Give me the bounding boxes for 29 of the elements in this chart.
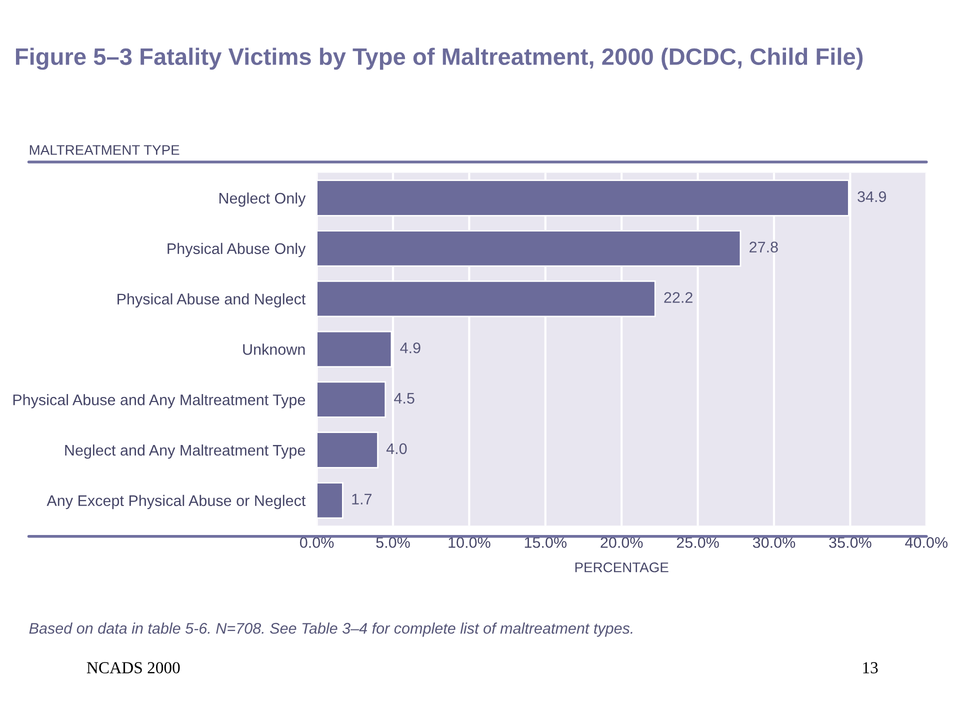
y-tick-label: Physical Abuse Only — [168, 242, 306, 258]
x-tick-label: 0.0% — [300, 537, 334, 548]
x-tick-label: 25.0% — [676, 537, 719, 548]
y-tick-label: Physical Abuse and Any Maltreatment Type — [13, 394, 306, 408]
y-tick-label: Neglect and Any Maltreatment Type — [65, 444, 306, 459]
x-tick-label: 10.0% — [448, 537, 490, 548]
y-tick-label: Any Except Physical Abuse or Neglect — [46, 494, 306, 510]
x-tick-label: 30.0% — [752, 537, 796, 548]
data-label: 4.9 — [400, 342, 420, 354]
chart-title: Figure 5–3 Fatality Victims by Type of Maltreatment, 2000 (DCDC, Child File) — [16, 48, 863, 70]
x-tick-label: 5.0% — [376, 537, 410, 548]
y-axis-title: MALTREATMENT TYPE — [30, 145, 180, 155]
data-label: 1.7 — [352, 494, 372, 504]
y-tick-label: Neglect Only — [219, 192, 306, 207]
data-label: 34.9 — [858, 191, 886, 202]
x-tick-label: 35.0% — [829, 537, 872, 548]
x-tick-label: 15.0% — [524, 537, 567, 548]
y-tick-label: Physical Abuse and Neglect — [118, 293, 306, 308]
data-label: 4.5 — [394, 393, 414, 404]
data-label: 27.8 — [750, 242, 778, 252]
text: NCADS 2000 — [86, 662, 180, 674]
x-axis-title: PERCENTAGE — [575, 562, 668, 572]
data-label: 4.0 — [386, 443, 407, 454]
text: 13 — [863, 662, 878, 674]
text: Based on data in table 5-6. N=708. See Table 3–4 for complete list of maltreatment types. — [29, 622, 632, 637]
x-tick-label: 40.0% — [905, 537, 948, 548]
x-tick-label: 20.0% — [600, 537, 643, 548]
y-tick-label: Unknown — [243, 344, 305, 355]
data-label: 22.2 — [664, 292, 692, 303]
